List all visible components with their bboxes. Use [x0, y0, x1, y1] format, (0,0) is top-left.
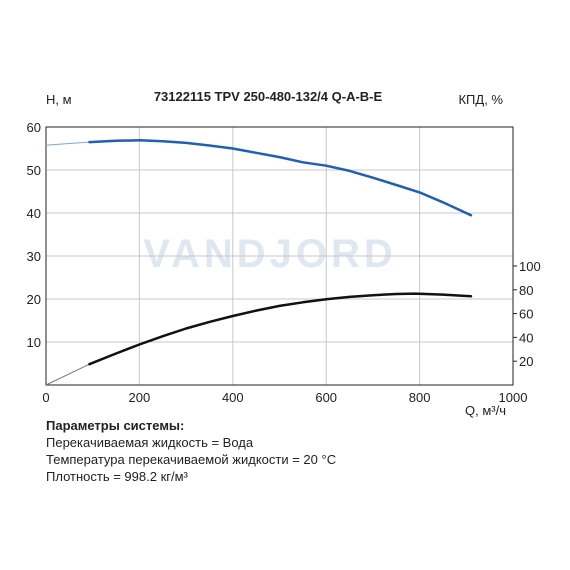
system-parameters: Параметры системы: Перекачиваемая жидкос… — [46, 417, 336, 485]
y-left-tick-labels: 10 20 30 40 50 60 — [27, 120, 41, 350]
x-tick-label: 800 — [409, 390, 431, 405]
parameter-density: Плотность = 998.2 кг/м³ — [46, 469, 188, 484]
y-left-tick-label: 60 — [27, 120, 41, 135]
efficiency-curve-extrapolation — [45, 363, 90, 386]
y-left-tick-label: 20 — [27, 292, 41, 307]
y-left-tick-label: 40 — [27, 206, 41, 221]
x-tick-label: 200 — [129, 390, 151, 405]
extrapolation-lines — [45, 141, 90, 386]
y-left-tick-label: 10 — [27, 335, 41, 350]
head-curve-line — [88, 139, 473, 217]
y-right-tick-label: 40 — [519, 330, 533, 345]
efficiency-curve-line — [88, 292, 473, 366]
y-right-tick-label: 60 — [519, 307, 533, 322]
chart-title: 73122115 TPV 250-480-132/4 Q-A-B-E — [154, 89, 383, 104]
system-parameters-title: Параметры системы: — [46, 418, 185, 433]
x-tick-labels: 0 200 400 600 800 1000 — [42, 390, 527, 405]
x-axis-title: Q, м³/ч — [465, 403, 506, 418]
x-tick-label: 0 — [42, 390, 49, 405]
y-right-tick-label: 80 — [519, 283, 533, 298]
x-tick-label: 400 — [222, 390, 244, 405]
y-left-axis-title: H, м — [46, 92, 72, 107]
parameter-fluid: Перекачиваемая жидкость = Вода — [46, 435, 254, 450]
x-tick-label: 1000 — [499, 390, 528, 405]
grid-lines — [46, 127, 513, 385]
y-right-tick-label: 100 — [519, 259, 541, 274]
plot-frame — [45, 126, 514, 386]
x-tick-label: 600 — [315, 390, 337, 405]
series-lines — [88, 139, 473, 366]
y-right-tick-label: 20 — [519, 354, 533, 369]
parameter-temperature: Температура перекачиваемой жидкости = 20… — [46, 452, 337, 467]
y-left-tick-label: 30 — [27, 249, 41, 264]
head-curve-extrapolation — [45, 141, 90, 146]
y-right-tick-labels: 20 40 60 80 100 — [513, 259, 541, 369]
y-left-tick-label: 50 — [27, 163, 41, 178]
watermark-logo: VANDJORD — [143, 232, 397, 276]
y-right-axis-title: КПД, % — [458, 92, 503, 107]
